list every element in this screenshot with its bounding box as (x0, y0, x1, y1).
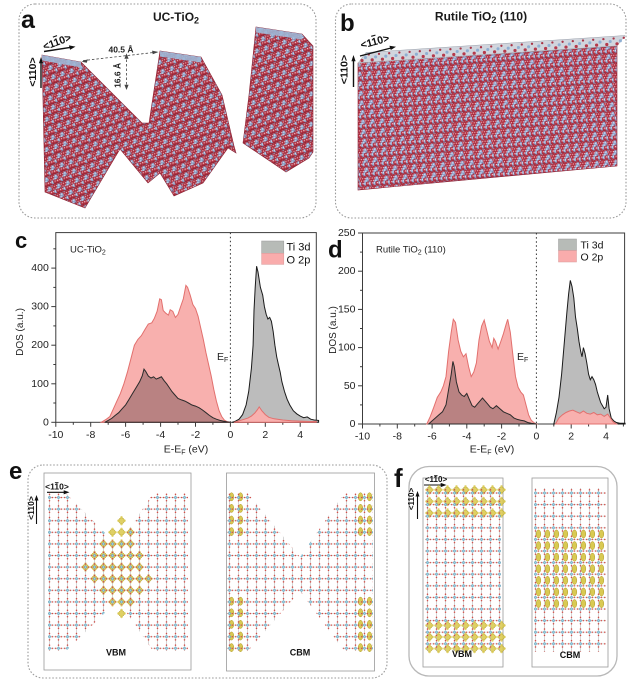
svg-text:<110>: <110> (339, 55, 351, 84)
svg-text:-2: -2 (191, 429, 200, 441)
svg-text:f: f (394, 463, 403, 493)
svg-text:-4: -4 (462, 431, 471, 443)
svg-text:250: 250 (338, 227, 356, 239)
svg-text:0: 0 (227, 429, 233, 441)
svg-text:CBM: CBM (560, 650, 581, 660)
svg-text:Ti 3d: Ti 3d (287, 242, 311, 254)
svg-text:d: d (328, 237, 343, 264)
svg-text:-6: -6 (121, 429, 130, 441)
svg-text:-10: -10 (355, 431, 370, 443)
svg-text:4: 4 (297, 429, 303, 441)
svg-text:400: 400 (31, 262, 49, 274)
svg-text:-10: -10 (48, 429, 63, 441)
svg-text:40.5 Å: 40.5 Å (108, 45, 133, 55)
svg-text:VBM: VBM (106, 648, 126, 658)
svg-text:4: 4 (603, 431, 609, 443)
svg-text:UC-TiO2: UC-TiO2 (70, 245, 106, 257)
svg-text:Rutile TiO2 (110): Rutile TiO2 (110) (376, 245, 446, 257)
svg-text:<110>: <110> (26, 496, 36, 520)
svg-text:2: 2 (568, 431, 574, 443)
svg-text:50: 50 (344, 380, 356, 392)
svg-text:CBM: CBM (290, 648, 311, 658)
svg-text:2: 2 (262, 429, 268, 441)
svg-text:VBM: VBM (452, 649, 472, 659)
svg-text:c: c (15, 228, 27, 253)
svg-text:EF: EF (217, 351, 228, 364)
svg-text:0: 0 (533, 431, 539, 443)
svg-text:-2: -2 (497, 431, 506, 443)
svg-text:-8: -8 (86, 429, 95, 441)
svg-text:0: 0 (43, 416, 49, 428)
svg-text:<110>: <110> (407, 488, 416, 511)
svg-text:-4: -4 (156, 429, 165, 441)
svg-text:<110>: <110> (27, 57, 39, 86)
svg-text:EF: EF (517, 351, 528, 364)
svg-text:100: 100 (338, 342, 356, 354)
svg-text:O 2p: O 2p (287, 254, 311, 266)
svg-text:<110>: <110> (45, 482, 69, 492)
svg-text:0: 0 (350, 418, 356, 430)
svg-text:DOS (a.u.): DOS (a.u.) (328, 306, 339, 354)
svg-text:300: 300 (31, 301, 49, 313)
svg-text:-6: -6 (427, 431, 436, 443)
svg-text:a: a (21, 6, 36, 34)
svg-text:100: 100 (31, 378, 49, 390)
svg-text:16.6 Å: 16.6 Å (113, 63, 123, 88)
svg-text:150: 150 (338, 303, 356, 315)
svg-text:E-EF (eV): E-EF (eV) (470, 444, 515, 457)
svg-text:O 2p: O 2p (581, 252, 604, 264)
svg-text:200: 200 (338, 265, 356, 277)
svg-text:200: 200 (31, 339, 49, 351)
svg-text:DOS (a.u.): DOS (a.u.) (15, 308, 26, 356)
svg-text:E-EF (eV): E-EF (eV) (164, 444, 209, 457)
svg-text:b: b (340, 10, 355, 37)
svg-text:Rutile TiO2 (110): Rutile TiO2 (110) (435, 10, 527, 26)
svg-text:-8: -8 (393, 431, 402, 443)
svg-text:Ti 3d: Ti 3d (581, 240, 604, 252)
svg-text:UC-TiO2: UC-TiO2 (153, 10, 199, 26)
svg-text:<110>: <110> (425, 475, 448, 484)
svg-text:e: e (9, 458, 22, 485)
